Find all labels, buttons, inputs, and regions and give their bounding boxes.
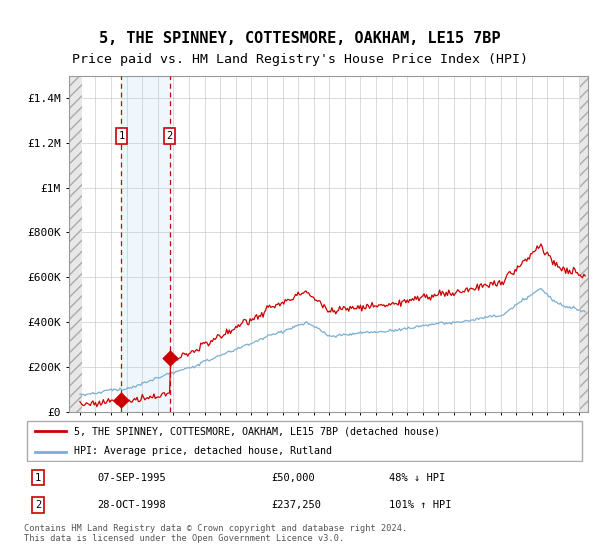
Text: 2: 2 xyxy=(35,500,41,510)
Text: 07-SEP-1995: 07-SEP-1995 xyxy=(97,473,166,483)
Text: Contains HM Land Registry data © Crown copyright and database right 2024.
This d: Contains HM Land Registry data © Crown c… xyxy=(24,524,407,543)
Bar xyxy=(69,76,82,412)
Point xyxy=(165,354,175,363)
Text: 5, THE SPINNEY, COTTESMORE, OAKHAM, LE15 7BP: 5, THE SPINNEY, COTTESMORE, OAKHAM, LE15… xyxy=(99,31,501,46)
Text: £50,000: £50,000 xyxy=(271,473,314,483)
Text: HPI: Average price, detached house, Rutland: HPI: Average price, detached house, Rutl… xyxy=(74,446,332,456)
Text: 101% ↑ HPI: 101% ↑ HPI xyxy=(389,500,451,510)
Point xyxy=(116,396,126,405)
Text: 28-OCT-1998: 28-OCT-1998 xyxy=(97,500,166,510)
Text: 1: 1 xyxy=(35,473,41,483)
Bar xyxy=(121,76,170,412)
Bar xyxy=(580,76,588,412)
Text: £237,250: £237,250 xyxy=(271,500,321,510)
Text: 2: 2 xyxy=(166,131,173,141)
Text: 5, THE SPINNEY, COTTESMORE, OAKHAM, LE15 7BP (detached house): 5, THE SPINNEY, COTTESMORE, OAKHAM, LE15… xyxy=(74,426,440,436)
Text: 1: 1 xyxy=(118,131,125,141)
Text: Price paid vs. HM Land Registry's House Price Index (HPI): Price paid vs. HM Land Registry's House … xyxy=(72,53,528,66)
FancyBboxPatch shape xyxy=(27,421,582,461)
Text: 48% ↓ HPI: 48% ↓ HPI xyxy=(389,473,445,483)
